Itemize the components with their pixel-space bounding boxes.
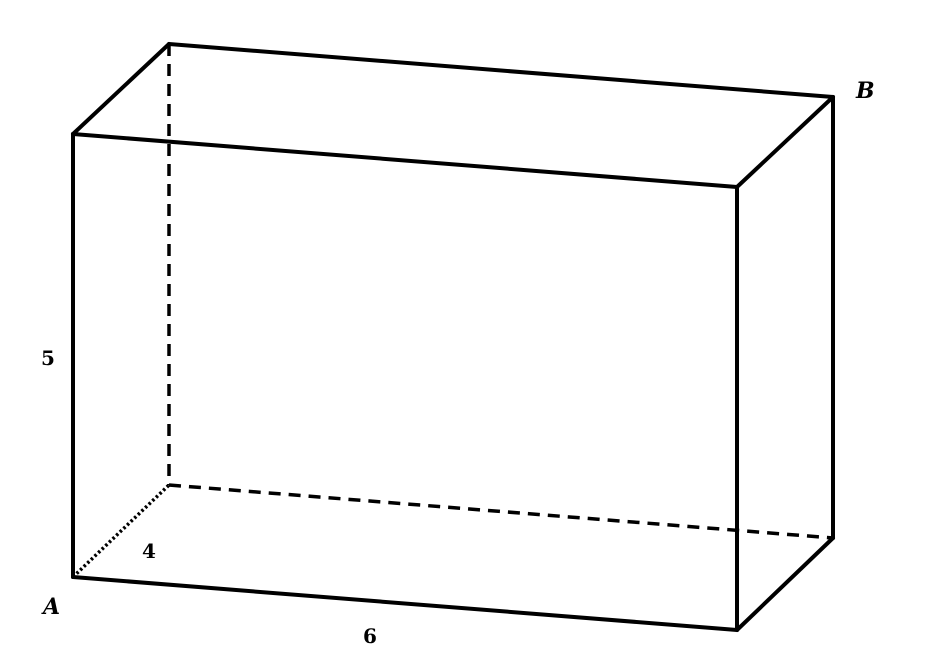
hidden-edge-depth-bottom-left bbox=[71, 483, 171, 579]
edge-front-top bbox=[71, 132, 739, 189]
hidden-edge-back-bottom bbox=[168, 483, 834, 540]
vertex-label-b: B bbox=[855, 78, 875, 104]
edge-bottom-right-depth bbox=[735, 536, 835, 632]
edge-top-back bbox=[167, 42, 835, 99]
dimension-label-height: 5 bbox=[41, 346, 55, 370]
edge-top-right-depth bbox=[735, 95, 835, 189]
vertex-label-a: A bbox=[41, 594, 60, 620]
edge-front-bottom bbox=[71, 575, 739, 632]
dimension-label-depth: 4 bbox=[142, 539, 156, 563]
dimension-label-width: 6 bbox=[363, 624, 377, 648]
edge-top-left-depth bbox=[71, 42, 171, 136]
